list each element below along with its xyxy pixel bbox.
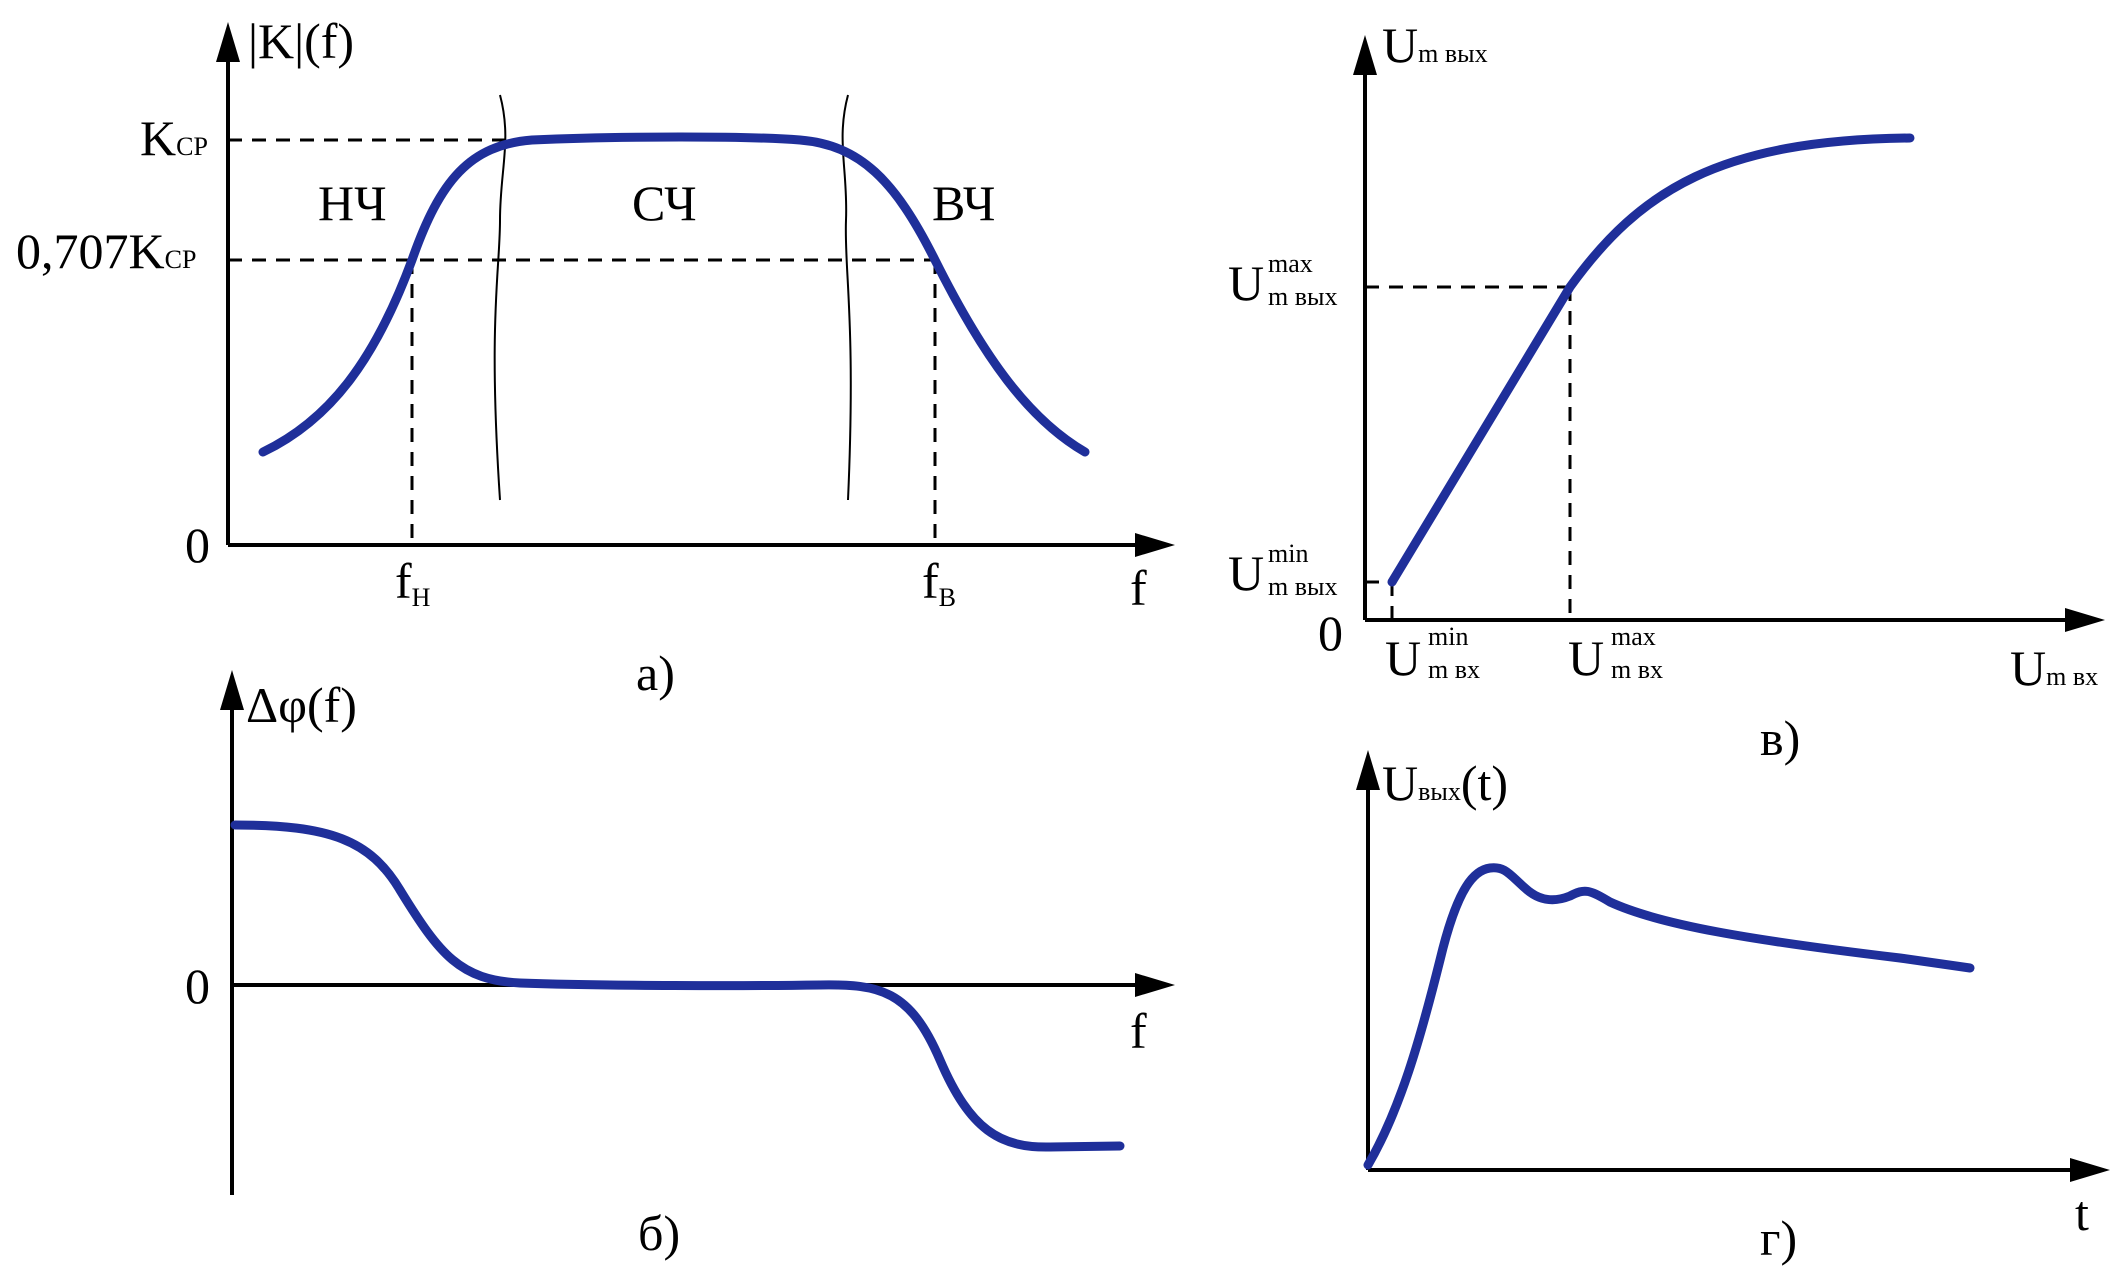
region-low-label: НЧ [318,175,387,231]
f-low-label: fH [395,553,431,612]
panel-b-y-label: Δφ(f) [246,677,357,733]
svg-text:m вых: m вых [1268,572,1337,601]
panel-g-x-label: t [2075,1185,2089,1241]
panel-g-y-arrow [1356,750,1380,790]
region-divider-right [841,94,852,501]
panel-a-y-label: |K|(f) [248,13,354,69]
panel-g-caption: г) [1760,1210,1797,1266]
f-high-label: fB [922,553,956,612]
region-divider-left [493,94,507,501]
svg-text:min: min [1268,539,1308,568]
amplitude-characteristic-curve [1387,133,1915,587]
svg-text:m вх: m вх [1428,655,1480,684]
panel-a-caption: а) [636,645,675,701]
panel-a: |K|(f) f 0 KCP 0,707KCP fH fB НЧ СЧ ВЧ а… [16,13,1175,701]
svg-text:m вых: m вых [1268,282,1337,311]
panel-v-y-arrow [1353,35,1377,75]
svg-text:max: max [1268,249,1313,278]
panel-g-y-label: Uвых(t) [1382,755,1508,811]
panel-b-caption: б) [638,1205,680,1261]
panel-b: Δφ(f) f 0 б) [185,670,1175,1261]
panel-a-origin: 0 [185,517,210,573]
panel-g: Uвых(t) t г) [1356,750,2110,1266]
panel-a-y-arrow [216,22,240,62]
panel-a-x-label: f [1130,560,1147,616]
y-max-label: U max m вых [1228,249,1337,311]
svg-text:max: max [1611,622,1656,651]
phase-response-curve [230,820,1125,1152]
panel-v-x-label: Um вх [2010,640,2098,696]
svg-text:min: min [1428,622,1468,651]
svg-text:U: U [1568,630,1604,686]
svg-text:U: U [1228,545,1264,601]
transient-response-curve [1363,863,1975,1170]
svg-text:U: U [1228,255,1264,311]
panel-b-x-arrow [1135,973,1175,997]
x-min-label: U min m вх [1385,622,1480,686]
panel-v-y-label: Um вых [1382,17,1488,73]
region-mid-label: СЧ [632,175,697,231]
panel-g-x-arrow [2070,1158,2110,1182]
panel-v-caption: в) [1760,710,1800,766]
panel-b-origin: 0 [185,958,210,1014]
k-0707-label: 0,707KCP [16,223,196,279]
panel-v-origin: 0 [1318,605,1343,661]
svg-text:U: U [1385,630,1421,686]
panel-b-x-label: f [1130,1003,1147,1059]
panel-b-y-arrow [220,670,244,710]
svg-text:m вх: m вх [1611,655,1663,684]
panel-v-x-arrow [2065,608,2105,632]
y-min-label: U min m вых [1228,539,1337,601]
magnitude-response-curve [258,132,1090,457]
panel-v: Um вых Um вх 0 U max m вых U min m вых U… [1228,17,2105,766]
x-max-label: U max m вх [1568,622,1663,686]
region-high-label: ВЧ [932,175,995,231]
k-cp-label: KCP [140,110,208,166]
panel-a-x-arrow [1135,533,1175,557]
